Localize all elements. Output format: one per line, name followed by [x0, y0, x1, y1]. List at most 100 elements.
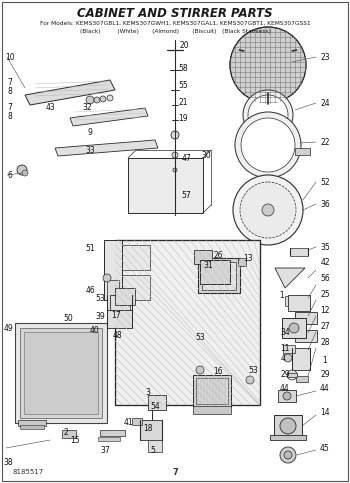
Bar	[296, 376, 308, 382]
Bar	[287, 373, 297, 377]
Text: 28: 28	[320, 338, 330, 346]
Text: 21: 21	[178, 98, 188, 106]
Text: 44: 44	[280, 384, 290, 393]
Text: 43: 43	[45, 102, 55, 112]
Text: 4: 4	[281, 354, 286, 363]
Text: 44: 44	[320, 384, 330, 393]
Text: 23: 23	[320, 53, 330, 61]
Circle shape	[22, 170, 28, 176]
Polygon shape	[275, 268, 305, 288]
Circle shape	[173, 168, 177, 172]
Text: 29: 29	[320, 369, 330, 379]
Text: 26: 26	[213, 251, 223, 259]
Bar	[198, 258, 240, 293]
Text: 31: 31	[203, 260, 213, 270]
Bar	[200, 260, 230, 284]
Text: 41: 41	[123, 417, 133, 426]
Text: 16: 16	[213, 367, 223, 375]
Bar	[290, 248, 308, 256]
Text: 58: 58	[178, 63, 188, 72]
Text: 14: 14	[320, 408, 330, 416]
Bar	[107, 310, 132, 328]
Circle shape	[171, 131, 179, 139]
Text: 11: 11	[280, 343, 290, 353]
Bar	[148, 440, 162, 452]
Text: 10: 10	[5, 53, 15, 61]
Text: 52: 52	[320, 177, 330, 186]
Text: 35: 35	[320, 242, 330, 252]
Text: 22: 22	[320, 138, 330, 146]
Text: 1: 1	[323, 355, 327, 365]
Text: 7: 7	[8, 77, 13, 86]
Bar	[295, 312, 317, 324]
Bar	[292, 348, 310, 370]
Bar	[295, 330, 317, 342]
Text: 8: 8	[8, 112, 12, 120]
Polygon shape	[25, 80, 115, 105]
Text: 40: 40	[89, 326, 99, 335]
Bar	[278, 390, 296, 402]
Bar	[193, 375, 231, 407]
Text: For Models: KEMS307GBL1, KEMS307GWH1, KEMS307GAL1, KEMS307GBT1, KEMS307GSS1: For Models: KEMS307GBL1, KEMS307GWH1, KE…	[40, 20, 310, 26]
Text: 38: 38	[3, 457, 13, 467]
Bar	[15, 323, 107, 423]
Text: 2: 2	[64, 427, 68, 437]
Text: 29: 29	[280, 369, 290, 379]
Bar	[20, 425, 44, 429]
Circle shape	[235, 112, 301, 178]
Text: 6: 6	[8, 170, 13, 180]
Text: 7: 7	[172, 468, 178, 477]
Circle shape	[284, 354, 292, 362]
Circle shape	[280, 418, 296, 434]
Circle shape	[243, 90, 293, 140]
Bar	[148, 395, 166, 410]
Bar	[193, 406, 231, 414]
Circle shape	[103, 274, 111, 282]
Bar	[194, 250, 212, 264]
Bar	[285, 296, 305, 306]
Text: 9: 9	[88, 128, 92, 137]
Text: 50: 50	[63, 313, 73, 323]
Bar	[120, 275, 150, 300]
Bar	[282, 318, 306, 338]
Text: 49: 49	[3, 324, 13, 332]
Bar	[115, 240, 260, 405]
Text: 37: 37	[100, 445, 110, 455]
Circle shape	[283, 392, 291, 400]
Text: 27: 27	[320, 322, 330, 330]
Circle shape	[233, 175, 303, 245]
Circle shape	[262, 204, 274, 216]
Bar	[238, 258, 246, 266]
Text: 20: 20	[179, 41, 189, 49]
Circle shape	[196, 366, 204, 374]
Text: 53: 53	[248, 366, 258, 374]
Circle shape	[284, 451, 292, 459]
Text: (Black)         (White)       (Almond)       (Biscuit)   (Black Stainless): (Black) (White) (Almond) (Biscuit) (Blac…	[79, 28, 271, 33]
Bar	[120, 245, 150, 270]
Bar	[288, 295, 310, 311]
Text: 8: 8	[8, 86, 12, 96]
Bar	[98, 437, 120, 441]
Polygon shape	[55, 140, 158, 156]
Circle shape	[289, 323, 299, 333]
Text: 42: 42	[320, 257, 330, 267]
Circle shape	[241, 118, 295, 172]
Text: 5: 5	[150, 445, 155, 455]
Polygon shape	[70, 108, 148, 126]
Bar	[202, 262, 236, 290]
Circle shape	[100, 96, 106, 102]
Text: 15: 15	[70, 436, 80, 444]
Text: 53: 53	[95, 294, 105, 302]
Text: 7: 7	[8, 102, 13, 112]
Text: 25: 25	[320, 289, 330, 298]
Text: 24: 24	[320, 99, 330, 108]
Text: 45: 45	[320, 443, 330, 453]
Bar	[104, 240, 122, 300]
Circle shape	[17, 165, 27, 175]
Circle shape	[280, 447, 296, 463]
Text: 34: 34	[280, 327, 290, 337]
Text: 3: 3	[146, 387, 150, 397]
Circle shape	[172, 152, 178, 158]
Text: 8185517: 8185517	[12, 469, 43, 475]
Circle shape	[230, 27, 306, 103]
